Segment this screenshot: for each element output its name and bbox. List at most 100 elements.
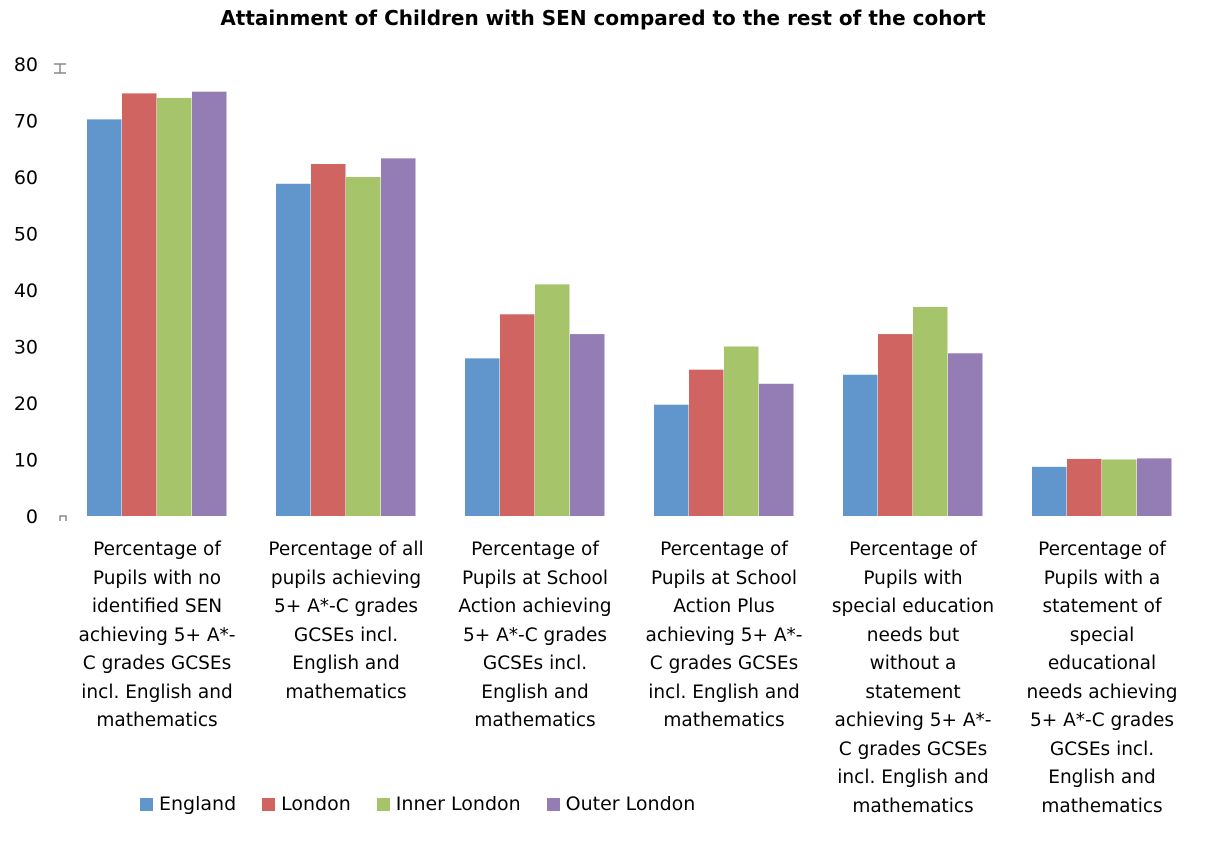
x-category-label-line: GCSEs incl.	[1049, 738, 1155, 760]
bar-london	[122, 93, 157, 516]
legend-label: London	[281, 793, 351, 815]
x-category-label-line: 5+ A*-C grades	[463, 624, 607, 646]
axis-marker-bottom	[59, 515, 67, 521]
x-category-label-line: mathematics	[1041, 795, 1163, 817]
legend-swatch	[546, 797, 560, 811]
x-category-label-line: GCSEs incl.	[293, 624, 399, 646]
bar-outer-london	[948, 353, 983, 516]
x-category-label-line: pupils achieving	[270, 567, 422, 589]
x-category-label-line: English and	[292, 653, 400, 674]
x-category-label-line: mathematics	[474, 710, 596, 731]
legend-item: Outer London	[546, 793, 696, 815]
bar-outer-london	[759, 383, 794, 516]
bar-inner-london	[724, 346, 759, 516]
legend-label: Outer London	[565, 793, 696, 815]
bar-outer-london	[1137, 458, 1172, 516]
x-category-label-line: mathematics	[852, 795, 974, 817]
x-category-label: Percentage of Pupils with a statement of sp…	[1007, 536, 1197, 821]
x-category-label: Percentage of Pupils with special educatio…	[818, 536, 1008, 821]
x-category-label-line: GCSEs incl.	[482, 653, 588, 674]
x-category-label-line: Percentage of	[93, 539, 221, 560]
bar-inner-london	[913, 306, 948, 516]
x-category-label-line: achieving 5+ A*-	[645, 624, 803, 646]
legend: England London Inner London Outer London	[140, 793, 695, 815]
x-category-label-line: English and	[481, 681, 589, 703]
x-category-label-line: identified SEN	[91, 596, 223, 617]
bar-inner-london	[535, 284, 570, 516]
x-category-label-line: 5+ A*-C grades	[1030, 710, 1174, 731]
x-category-label-line: special	[1069, 624, 1135, 646]
x-category-label-line: Percentage of	[660, 539, 788, 560]
x-category-label: Percentage of Pupils with no identified SE…	[62, 536, 252, 736]
y-tick-label: 10	[14, 450, 38, 472]
x-category-label-line: Percentage of	[849, 539, 977, 560]
x-category-label-line: Percentage of all	[268, 539, 424, 560]
x-category-label-line: without a	[869, 653, 957, 674]
x-category-label-line: special education	[831, 596, 995, 617]
bar-england	[1032, 466, 1067, 516]
y-tick-label: 60	[14, 167, 38, 189]
legend-item: England	[140, 793, 236, 815]
x-category-label: Percentage of Pupils at School Action achi…	[440, 536, 630, 736]
chart-title: Attainment of Children with SEN compared…	[220, 6, 986, 30]
x-category-label-line: educational	[1047, 653, 1157, 674]
y-tick-label: 50	[14, 224, 38, 246]
x-category-label-line: Pupils at School	[462, 567, 608, 589]
x-category-label-line: Pupils with no	[92, 567, 222, 589]
bar-england	[843, 374, 878, 516]
legend-item: Inner London	[376, 793, 521, 815]
x-category-label-line: C grades GCSEs	[838, 738, 988, 760]
y-tick-label: 80	[14, 54, 38, 76]
x-category-label-line: C grades GCSEs	[649, 653, 799, 674]
x-category-label-line: needs but	[866, 624, 960, 646]
x-category-label: Percentage of Pupils at School Action Plus…	[629, 536, 819, 736]
x-category-label-line: achieving 5+ A*-	[78, 624, 236, 646]
bar-england	[465, 358, 500, 516]
y-tick-label: 30	[14, 337, 38, 359]
y-tick-label: 40	[14, 280, 38, 302]
x-category-label-line: needs achieving	[1026, 681, 1178, 703]
bar-inner-london	[1102, 459, 1137, 516]
legend-swatch	[262, 797, 276, 811]
x-category-label-line: incl. English and	[648, 681, 800, 703]
x-category-label-line: achieving 5+ A*-	[834, 710, 992, 731]
axis-marker-top	[54, 63, 66, 74]
x-category-label-line: 5+ A*-C grades	[274, 596, 418, 617]
bar-london	[311, 164, 346, 516]
x-category-label-line: mathematics	[285, 681, 407, 703]
bar-inner-london	[157, 97, 192, 517]
bar-inner-london	[346, 177, 381, 516]
x-category-label: Percentage of all pupils achieving 5+ A*-C…	[251, 536, 441, 707]
x-category-label-line: Percentage of	[1038, 539, 1166, 560]
bar-outer-london	[570, 334, 605, 516]
legend-swatch	[376, 797, 390, 811]
x-category-label-line: incl. English and	[837, 767, 989, 788]
legend-label: England	[159, 793, 237, 815]
bar-london	[689, 369, 724, 516]
legend-item: London	[262, 793, 351, 815]
y-tick-label: 0	[26, 506, 38, 528]
x-category-label-line: statement of	[1042, 596, 1162, 617]
legend-swatch	[140, 797, 153, 811]
x-category-label-line: incl. English and	[81, 681, 233, 703]
bar-england	[276, 183, 311, 516]
y-tick-label: 20	[14, 393, 38, 415]
x-category-label-line: mathematics	[663, 710, 785, 731]
x-category-label-line: Percentage of	[471, 539, 599, 560]
x-category-label-line: Action achieving	[458, 596, 612, 617]
bar-london	[500, 314, 535, 516]
bar-london	[1067, 458, 1102, 516]
x-category-label-line: Action Plus	[673, 596, 775, 617]
x-category-label-line: English and	[1048, 767, 1156, 788]
bar-outer-london	[381, 158, 416, 517]
bar-england	[654, 404, 689, 516]
x-category-label-line: Pupils at School	[651, 567, 797, 589]
x-category-label-line: C grades GCSEs	[82, 653, 232, 674]
x-category-label-line: Pupils with a	[1043, 567, 1161, 589]
bar-london	[878, 334, 913, 516]
bar-england	[87, 119, 122, 517]
legend-label: Inner London	[395, 793, 521, 815]
x-category-label-line: mathematics	[96, 710, 218, 731]
y-tick-label: 70	[14, 111, 38, 133]
